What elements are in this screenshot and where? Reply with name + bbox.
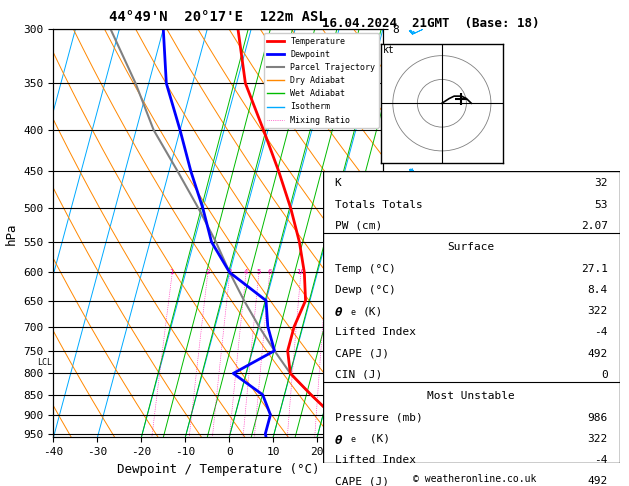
Text: -4: -4 [594, 455, 608, 465]
Text: 322: 322 [587, 434, 608, 444]
Text: CAPE (J): CAPE (J) [335, 348, 389, 359]
Text: Totals Totals: Totals Totals [335, 200, 422, 209]
Text: e: e [351, 435, 356, 444]
Text: Most Unstable: Most Unstable [427, 391, 515, 401]
Text: 0: 0 [601, 370, 608, 380]
Text: 10: 10 [296, 269, 305, 276]
Text: 492: 492 [587, 476, 608, 486]
Text: 5: 5 [257, 269, 261, 276]
Text: Temp (°C): Temp (°C) [335, 263, 395, 274]
Text: θ: θ [335, 306, 342, 319]
Text: 4: 4 [243, 269, 248, 276]
Text: 20: 20 [341, 269, 350, 276]
Text: CAPE (J): CAPE (J) [335, 476, 389, 486]
Text: (K): (K) [363, 306, 383, 316]
Text: Surface: Surface [447, 242, 495, 252]
Text: 25: 25 [356, 269, 365, 276]
Text: 32: 32 [594, 178, 608, 189]
Text: 2: 2 [205, 269, 209, 276]
FancyBboxPatch shape [323, 171, 620, 463]
Text: 6: 6 [267, 269, 272, 276]
Text: K: K [335, 178, 342, 189]
Text: θ: θ [335, 434, 342, 447]
Text: Dewp (°C): Dewp (°C) [335, 285, 395, 295]
Text: CIN (J): CIN (J) [335, 370, 382, 380]
Text: 2.07: 2.07 [581, 221, 608, 231]
Text: kt: kt [383, 45, 395, 55]
Text: 53: 53 [594, 200, 608, 209]
Text: 986: 986 [587, 413, 608, 422]
Text: 3: 3 [227, 269, 232, 276]
Title: 44°49'N  20°17'E  122m ASL: 44°49'N 20°17'E 122m ASL [109, 10, 327, 24]
Y-axis label: km
ASL: km ASL [405, 223, 426, 243]
Text: 1: 1 [170, 269, 174, 276]
Legend: Temperature, Dewpoint, Parcel Trajectory, Dry Adiabat, Wet Adiabat, Isotherm, Mi: Temperature, Dewpoint, Parcel Trajectory… [264, 34, 379, 128]
Text: LCL: LCL [37, 358, 52, 367]
Text: Lifted Index: Lifted Index [335, 455, 416, 465]
X-axis label: Dewpoint / Temperature (°C): Dewpoint / Temperature (°C) [117, 463, 320, 476]
Text: Pressure (mb): Pressure (mb) [335, 413, 422, 422]
Text: © weatheronline.co.uk: © weatheronline.co.uk [413, 473, 537, 484]
Text: 8.4: 8.4 [587, 285, 608, 295]
Text: Mixing Ratio (g/kg): Mixing Ratio (g/kg) [405, 186, 414, 281]
Text: 16.04.2024  21GMT  (Base: 18): 16.04.2024 21GMT (Base: 18) [322, 17, 540, 30]
Text: Lifted Index: Lifted Index [335, 328, 416, 337]
Y-axis label: hPa: hPa [5, 222, 18, 244]
Text: 27.1: 27.1 [581, 263, 608, 274]
Text: PW (cm): PW (cm) [335, 221, 382, 231]
Text: 322: 322 [587, 306, 608, 316]
Text: e: e [351, 308, 356, 316]
Text: (K): (K) [363, 434, 390, 444]
Text: 492: 492 [587, 348, 608, 359]
Text: 15: 15 [322, 269, 331, 276]
Text: -4: -4 [594, 328, 608, 337]
